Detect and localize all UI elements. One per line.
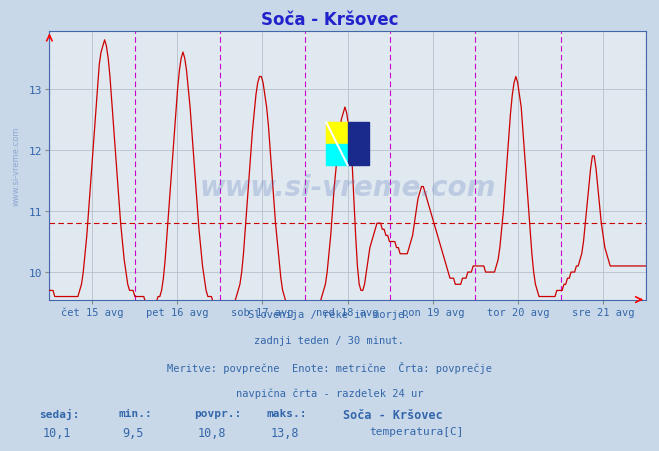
Text: temperatura[C]: temperatura[C]: [369, 426, 463, 436]
Text: www.si-vreme.com: www.si-vreme.com: [12, 126, 21, 205]
Text: sedaj:: sedaj:: [40, 408, 80, 419]
Text: maks.:: maks.:: [267, 408, 307, 418]
Text: Meritve: povprečne  Enote: metrične  Črta: povprečje: Meritve: povprečne Enote: metrične Črta:…: [167, 361, 492, 373]
Text: navpična črta - razdelek 24 ur: navpična črta - razdelek 24 ur: [236, 387, 423, 398]
Text: 9,5: 9,5: [122, 426, 143, 439]
Text: www.si-vreme.com: www.si-vreme.com: [200, 173, 496, 201]
Bar: [326, 144, 348, 166]
Text: zadnji teden / 30 minut.: zadnji teden / 30 minut.: [254, 335, 405, 345]
Text: 10,8: 10,8: [198, 426, 226, 439]
Text: Soča - Kršovec: Soča - Kršovec: [343, 408, 442, 421]
Bar: [348, 123, 369, 166]
Text: 10,1: 10,1: [43, 426, 71, 439]
Text: 13,8: 13,8: [270, 426, 299, 439]
Text: Soča - Kršovec: Soča - Kršovec: [261, 11, 398, 29]
Bar: [326, 123, 348, 144]
Text: Slovenija / reke in morje.: Slovenija / reke in morje.: [248, 309, 411, 319]
Text: min.:: min.:: [119, 408, 152, 418]
Text: povpr.:: povpr.:: [194, 408, 242, 418]
